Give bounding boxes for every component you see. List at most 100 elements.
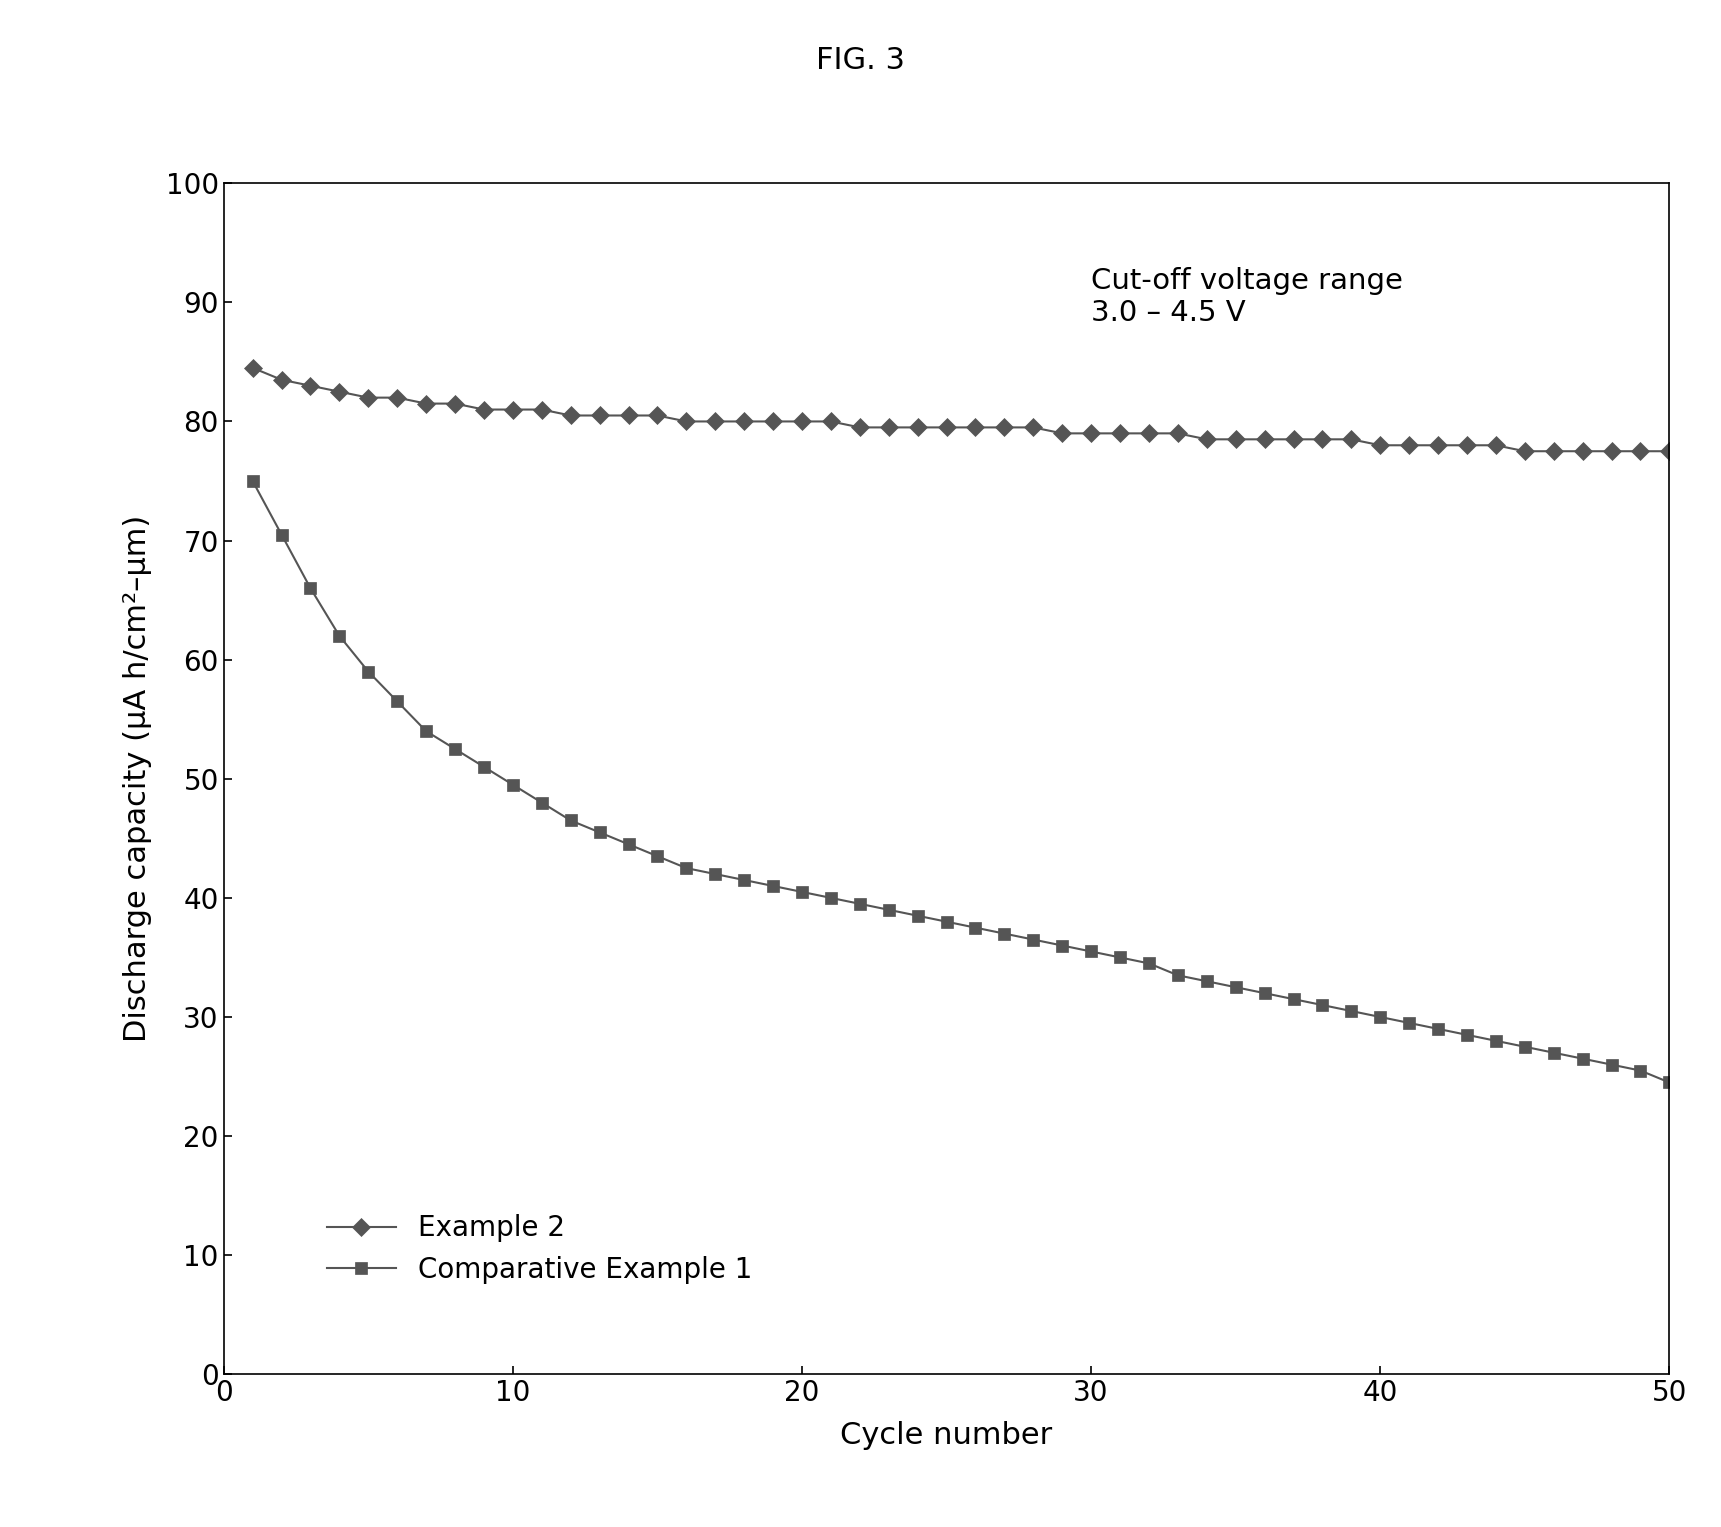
- Example 2: [416, 394, 437, 412]
- Example 2: [1255, 431, 1275, 449]
- Example 2: [329, 383, 349, 402]
- Example 2: [1573, 443, 1594, 461]
- Example 2: [995, 418, 1015, 437]
- Comparative Example 1: [1456, 1026, 1477, 1044]
- Comparative Example 1: [1110, 948, 1131, 967]
- Comparative Example 1: [473, 757, 494, 776]
- Example 2: [1601, 443, 1621, 461]
- Example 2: [299, 377, 320, 395]
- Example 2: [1081, 425, 1101, 443]
- Comparative Example 1: [299, 579, 320, 597]
- Comparative Example 1: [1630, 1061, 1650, 1080]
- Text: Cut-off voltage range
3.0 – 4.5 V: Cut-off voltage range 3.0 – 4.5 V: [1091, 267, 1403, 327]
- Example 2: [792, 412, 812, 431]
- Example 2: [1456, 437, 1477, 455]
- Example 2: [1284, 431, 1305, 449]
- Comparative Example 1: [1311, 996, 1332, 1014]
- Comparative Example 1: [444, 741, 465, 759]
- Example 2: [1485, 437, 1506, 455]
- Example 2: [1399, 437, 1420, 455]
- Example 2: [1659, 443, 1680, 461]
- Comparative Example 1: [1052, 936, 1072, 954]
- Comparative Example 1: [589, 823, 609, 841]
- Comparative Example 1: [272, 525, 293, 544]
- Comparative Example 1: [733, 870, 754, 889]
- Example 2: [1514, 443, 1535, 461]
- Example 2: [762, 412, 783, 431]
- Example 2: [1370, 437, 1391, 455]
- Text: FIG. 3: FIG. 3: [816, 46, 905, 75]
- Comparative Example 1: [1659, 1073, 1680, 1092]
- Comparative Example 1: [1485, 1032, 1506, 1051]
- Comparative Example 1: [676, 858, 697, 876]
- Example 2: [907, 418, 928, 437]
- Example 2: [243, 359, 263, 377]
- Comparative Example 1: [1255, 983, 1275, 1002]
- X-axis label: Cycle number: Cycle number: [840, 1422, 1053, 1451]
- Comparative Example 1: [1081, 942, 1101, 960]
- Comparative Example 1: [503, 776, 523, 794]
- Example 2: [936, 418, 957, 437]
- Comparative Example 1: [1544, 1043, 1564, 1061]
- Example 2: [589, 406, 609, 425]
- Y-axis label: Discharge capacity (μA h/cm²–μm): Discharge capacity (μA h/cm²–μm): [122, 515, 151, 1043]
- Example 2: [1311, 431, 1332, 449]
- Example 2: [444, 394, 465, 412]
- Comparative Example 1: [1399, 1014, 1420, 1032]
- Example 2: [1022, 418, 1043, 437]
- Comparative Example 1: [358, 663, 379, 681]
- Comparative Example 1: [792, 883, 812, 901]
- Example 2: [1341, 431, 1361, 449]
- Example 2: [676, 412, 697, 431]
- Comparative Example 1: [936, 913, 957, 931]
- Comparative Example 1: [1225, 979, 1246, 997]
- Comparative Example 1: [1573, 1049, 1594, 1067]
- Example 2: [1196, 431, 1217, 449]
- Example 2: [1139, 425, 1160, 443]
- Comparative Example 1: [1167, 967, 1187, 985]
- Example 2: [1167, 425, 1187, 443]
- Example 2: [1225, 431, 1246, 449]
- Comparative Example 1: [878, 901, 898, 919]
- Comparative Example 1: [1284, 989, 1305, 1008]
- Example 2: [733, 412, 754, 431]
- Legend: Example 2, Comparative Example 1: Example 2, Comparative Example 1: [310, 1197, 769, 1301]
- Comparative Example 1: [561, 811, 582, 829]
- Comparative Example 1: [706, 864, 726, 883]
- Example 2: [561, 406, 582, 425]
- Comparative Example 1: [243, 472, 263, 490]
- Comparative Example 1: [965, 918, 986, 936]
- Example 2: [1630, 443, 1650, 461]
- Example 2: [473, 400, 494, 418]
- Comparative Example 1: [618, 835, 638, 854]
- Example 2: [503, 400, 523, 418]
- Comparative Example 1: [1428, 1020, 1449, 1038]
- Comparative Example 1: [907, 907, 928, 925]
- Line: Example 2: Example 2: [246, 362, 1676, 458]
- Example 2: [878, 418, 898, 437]
- Comparative Example 1: [1514, 1038, 1535, 1057]
- Comparative Example 1: [821, 889, 842, 907]
- Example 2: [387, 388, 408, 406]
- Example 2: [647, 406, 668, 425]
- Example 2: [706, 412, 726, 431]
- Comparative Example 1: [416, 722, 437, 741]
- Comparative Example 1: [1601, 1055, 1621, 1073]
- Comparative Example 1: [1139, 954, 1160, 973]
- Example 2: [965, 418, 986, 437]
- Comparative Example 1: [387, 692, 408, 710]
- Example 2: [1544, 443, 1564, 461]
- Example 2: [272, 371, 293, 389]
- Example 2: [1428, 437, 1449, 455]
- Example 2: [532, 400, 552, 418]
- Example 2: [618, 406, 638, 425]
- Example 2: [821, 412, 842, 431]
- Example 2: [1052, 425, 1072, 443]
- Comparative Example 1: [1022, 930, 1043, 948]
- Line: Comparative Example 1: Comparative Example 1: [246, 475, 1676, 1089]
- Comparative Example 1: [1341, 1002, 1361, 1020]
- Comparative Example 1: [762, 876, 783, 895]
- Example 2: [850, 418, 871, 437]
- Comparative Example 1: [850, 895, 871, 913]
- Example 2: [1110, 425, 1131, 443]
